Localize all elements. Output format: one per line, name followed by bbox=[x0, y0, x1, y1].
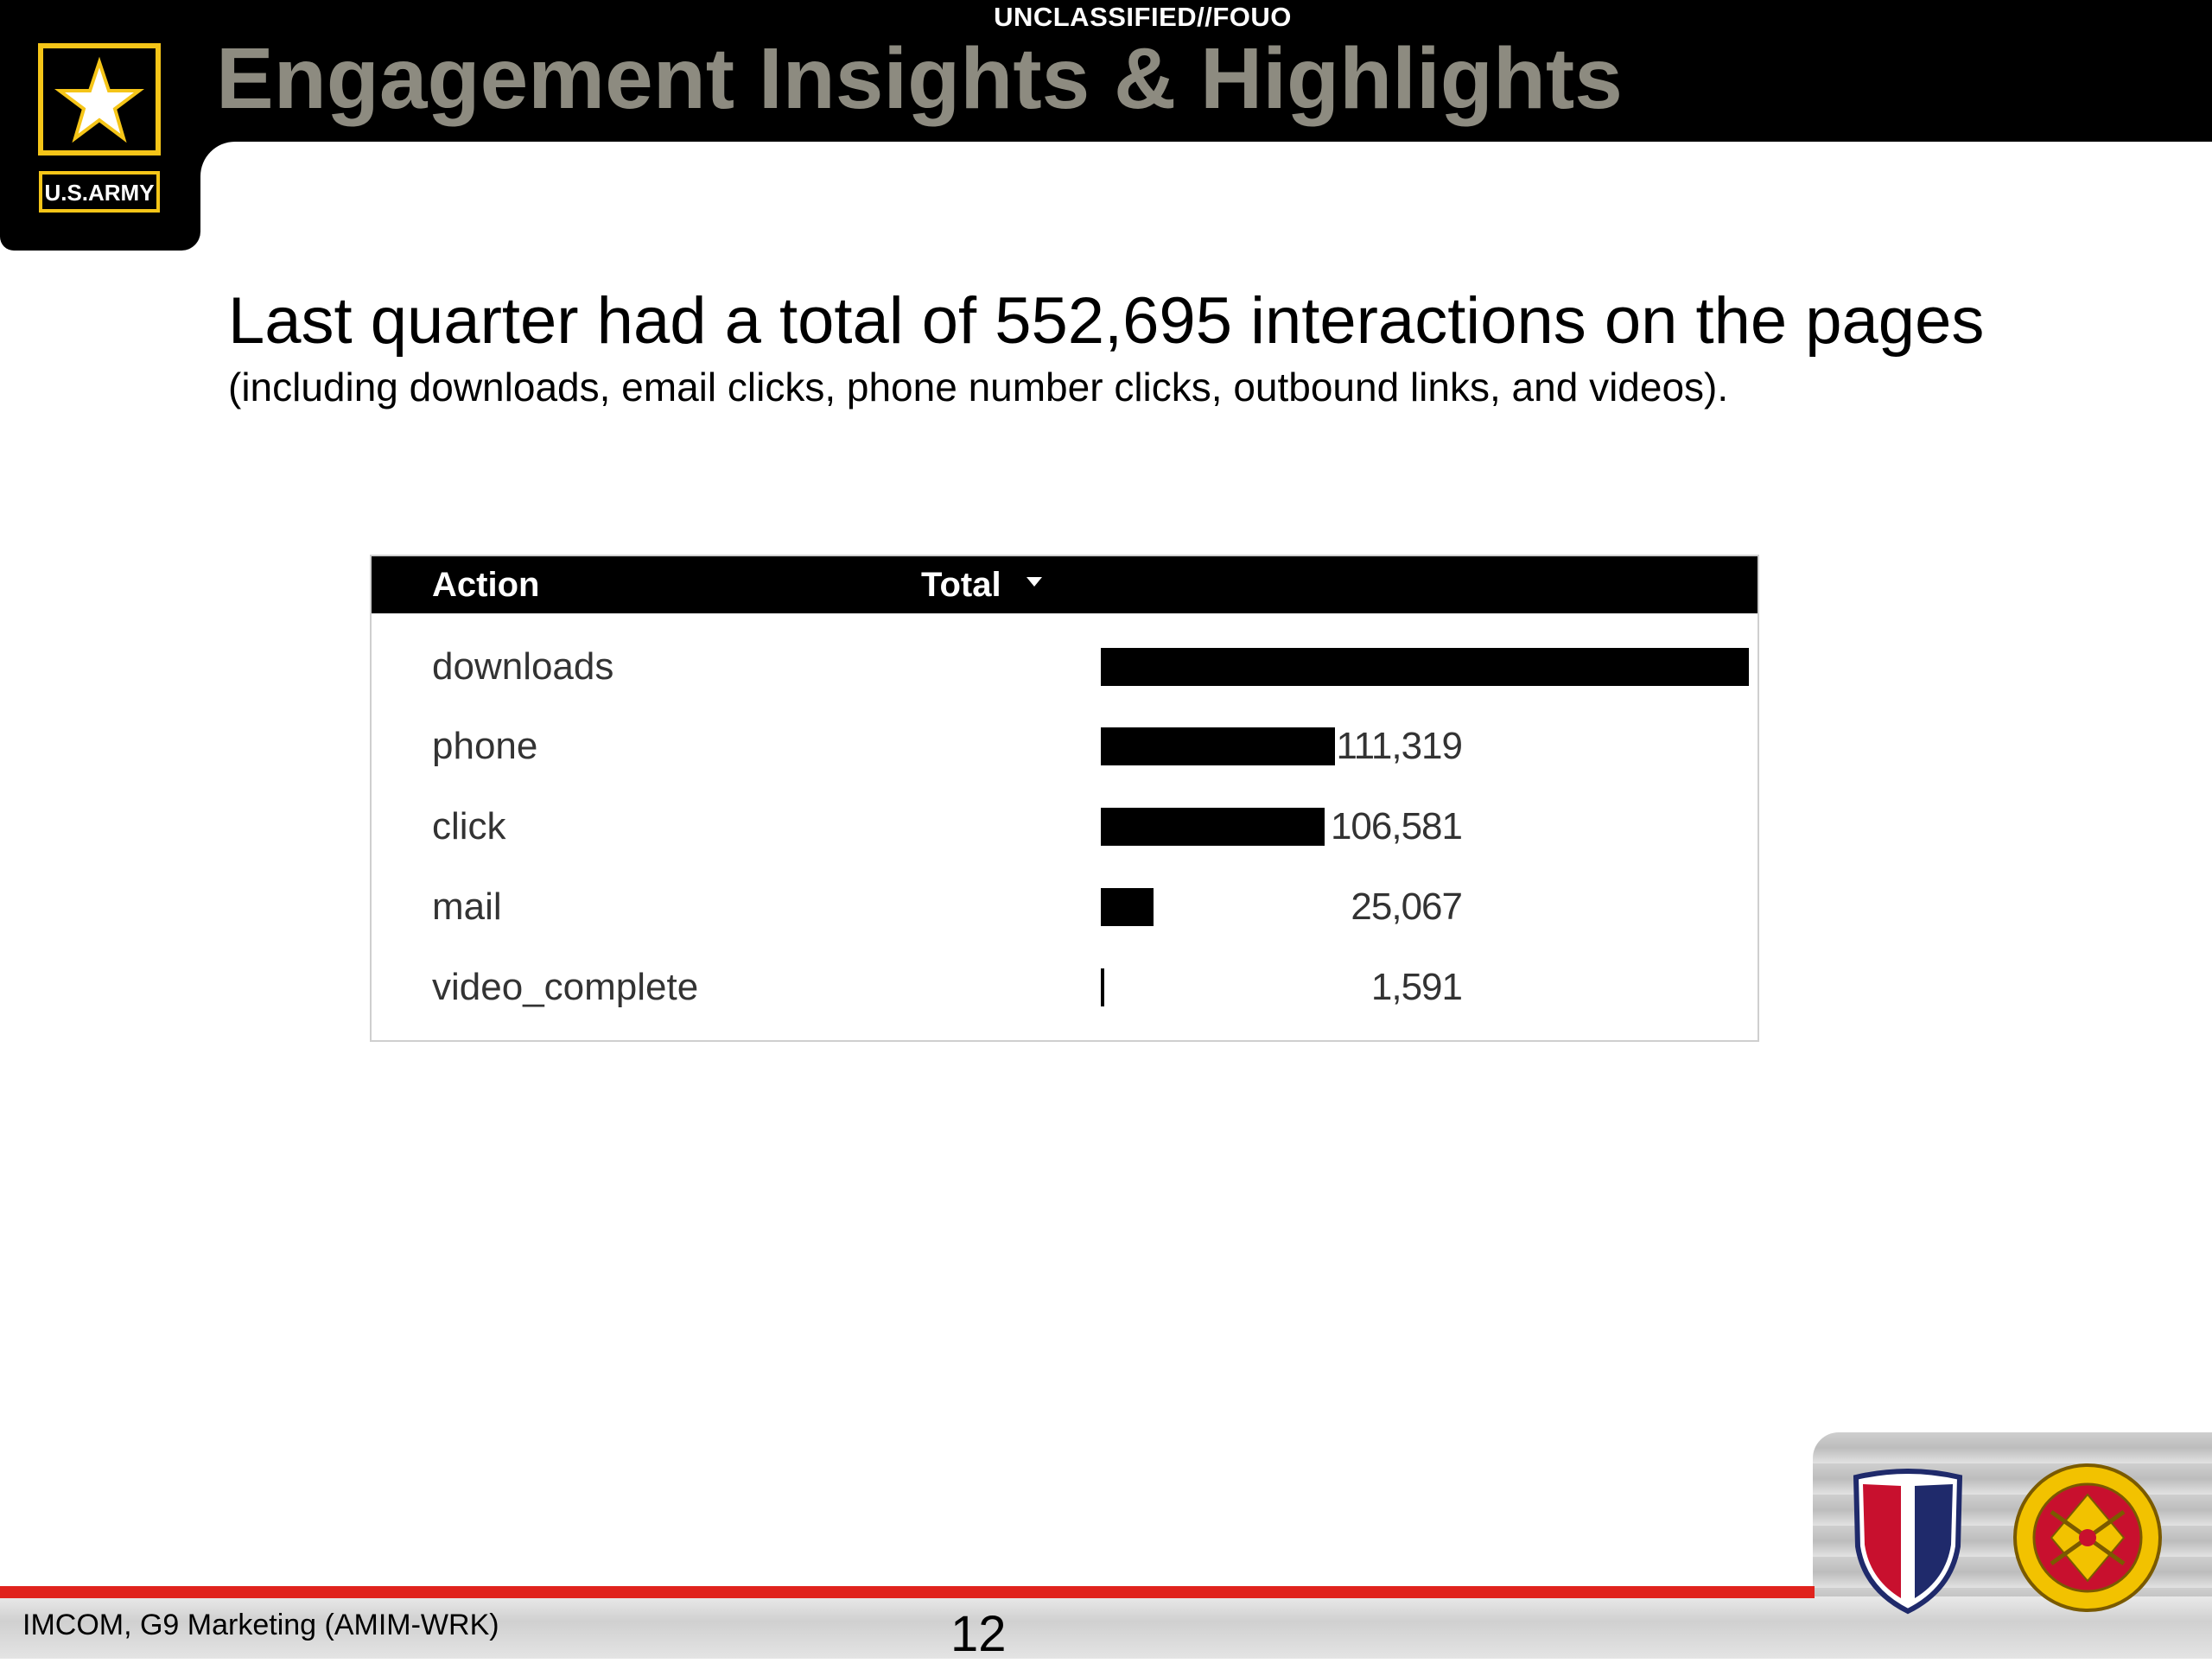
total-cell: 1,591 bbox=[1370, 966, 1463, 1008]
footer-bar bbox=[0, 1596, 2212, 1659]
amc-shield-icon bbox=[1847, 1469, 1968, 1620]
footer-org-text: IMCOM, G9 Marketing (AMIM-WRK) bbox=[22, 1609, 499, 1641]
classification-marking: UNCLASSIFIED//FOUO bbox=[994, 2, 1292, 32]
imcom-seal-icon bbox=[2010, 1460, 2165, 1620]
logo-tab bbox=[0, 0, 200, 251]
table-header: Action Total bbox=[372, 556, 1758, 613]
action-cell: mail bbox=[432, 885, 502, 928]
bar-track bbox=[1101, 968, 1749, 1006]
bar-phone bbox=[1101, 727, 1335, 765]
column-header-action[interactable]: Action bbox=[432, 566, 540, 604]
engagement-table: Action Total downloads 308,137 phone 111… bbox=[370, 555, 1759, 1042]
army-star-logo: U.S.ARMY bbox=[38, 43, 164, 216]
table-row: video_complete 1,591 bbox=[372, 948, 1758, 1027]
action-cell: click bbox=[432, 805, 506, 847]
table-row: downloads 308,137 bbox=[372, 627, 1758, 707]
bar-track bbox=[1101, 808, 1749, 846]
bar-track bbox=[1101, 648, 1749, 686]
action-cell: downloads bbox=[432, 645, 614, 688]
headline-main: Last quarter had a total of 552,695 inte… bbox=[228, 284, 1985, 358]
bar-video-complete bbox=[1101, 968, 1104, 1006]
table-row: click 106,581 bbox=[372, 787, 1758, 866]
bar-track bbox=[1101, 727, 1749, 765]
bar-downloads bbox=[1101, 648, 1749, 686]
table-row: phone 111,319 bbox=[372, 707, 1758, 786]
action-cell: phone bbox=[432, 725, 538, 767]
total-cell: 106,581 bbox=[1330, 805, 1463, 847]
bar-click bbox=[1101, 808, 1325, 846]
footer-accent-line bbox=[0, 1586, 1815, 1598]
bar-track bbox=[1101, 888, 1749, 926]
page-number: 12 bbox=[950, 1606, 1007, 1662]
slide-title: Engagement Insights & Highlights bbox=[216, 30, 1623, 127]
sort-descending-icon[interactable] bbox=[1027, 577, 1042, 587]
headline-sub: (including downloads, email clicks, phon… bbox=[228, 365, 1729, 409]
table-row: mail 25,067 bbox=[372, 867, 1758, 947]
column-header-total[interactable]: Total bbox=[921, 566, 1001, 604]
action-cell: video_complete bbox=[432, 966, 699, 1008]
bar-mail bbox=[1101, 888, 1154, 926]
total-cell: 111,319 bbox=[1336, 725, 1463, 767]
army-logo-text: U.S.ARMY bbox=[44, 180, 154, 206]
header-notch bbox=[200, 142, 235, 176]
header-bar bbox=[0, 0, 2212, 142]
total-cell: 25,067 bbox=[1351, 885, 1463, 928]
